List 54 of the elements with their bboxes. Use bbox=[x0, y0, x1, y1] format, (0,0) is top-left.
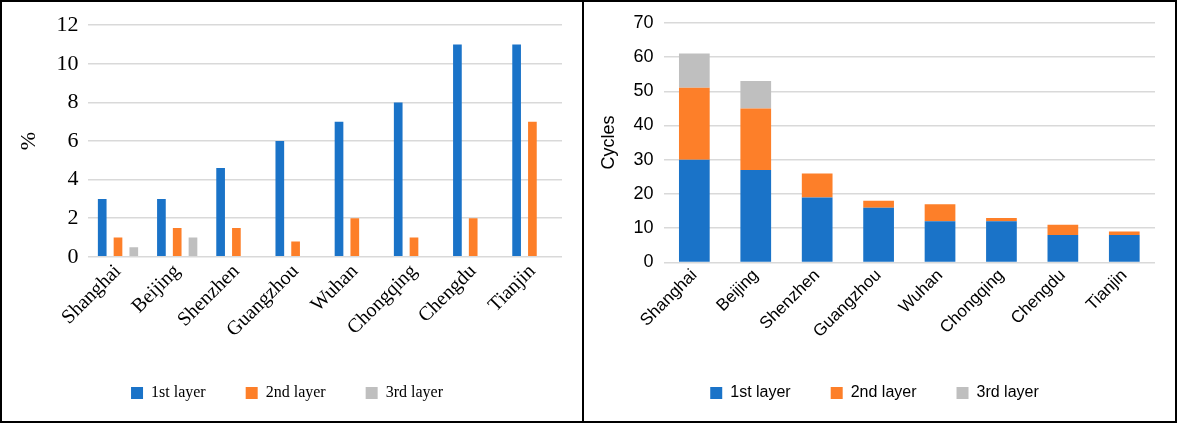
y-tick-label: 70 bbox=[633, 11, 654, 32]
bar bbox=[216, 168, 225, 257]
bar bbox=[740, 169, 772, 262]
y-axis-title: Cycles bbox=[597, 115, 618, 170]
y-tick-label: 6 bbox=[67, 126, 79, 152]
bar bbox=[157, 198, 166, 257]
y-tick-label: 40 bbox=[633, 114, 654, 135]
bar bbox=[453, 44, 462, 257]
bar bbox=[678, 87, 710, 160]
y-tick-label: 4 bbox=[67, 165, 79, 191]
bar bbox=[1108, 235, 1140, 262]
bar bbox=[1047, 235, 1079, 262]
bar bbox=[863, 207, 894, 262]
legend-label: 3rd layer bbox=[385, 383, 444, 402]
y-tick-label: 0 bbox=[67, 242, 79, 268]
bar bbox=[350, 218, 360, 257]
y-tick-label: 50 bbox=[633, 80, 654, 101]
legend-label: 3rd layer bbox=[976, 383, 1040, 401]
y-tick-label: 20 bbox=[633, 182, 654, 203]
bar bbox=[129, 247, 139, 257]
bar bbox=[275, 141, 285, 257]
legend-label: 2nd layer bbox=[265, 383, 327, 402]
bar bbox=[863, 200, 894, 208]
y-tick-label: 10 bbox=[633, 217, 654, 238]
bar bbox=[740, 80, 772, 109]
bar bbox=[924, 221, 956, 262]
y-tick-label: 12 bbox=[56, 10, 79, 36]
bar bbox=[986, 221, 1017, 262]
bar bbox=[291, 241, 300, 257]
y-tick-label: 8 bbox=[67, 88, 79, 114]
y-tick-label: 60 bbox=[633, 46, 654, 66]
y-tick-label: 0 bbox=[643, 251, 654, 272]
bar bbox=[334, 121, 344, 257]
legend-label: 1st layer bbox=[730, 383, 792, 401]
bar bbox=[232, 227, 241, 257]
bar bbox=[468, 218, 478, 257]
bar bbox=[393, 102, 403, 257]
bar bbox=[801, 173, 833, 198]
bar bbox=[924, 204, 956, 222]
y-axis-title: % bbox=[14, 131, 40, 151]
bar bbox=[528, 121, 537, 257]
bar bbox=[97, 198, 107, 257]
bar bbox=[678, 159, 710, 262]
bar bbox=[801, 197, 833, 262]
legend-label: 1st layer bbox=[151, 383, 207, 402]
y-tick-label: 30 bbox=[633, 148, 654, 169]
bar bbox=[512, 44, 521, 257]
y-tick-label: 2 bbox=[67, 204, 79, 230]
bar bbox=[172, 227, 182, 257]
bar bbox=[678, 53, 710, 88]
bar bbox=[740, 108, 772, 170]
bar bbox=[1047, 224, 1079, 236]
y-tick-label: 10 bbox=[56, 49, 79, 75]
legend-label: 2nd layer bbox=[850, 383, 918, 401]
